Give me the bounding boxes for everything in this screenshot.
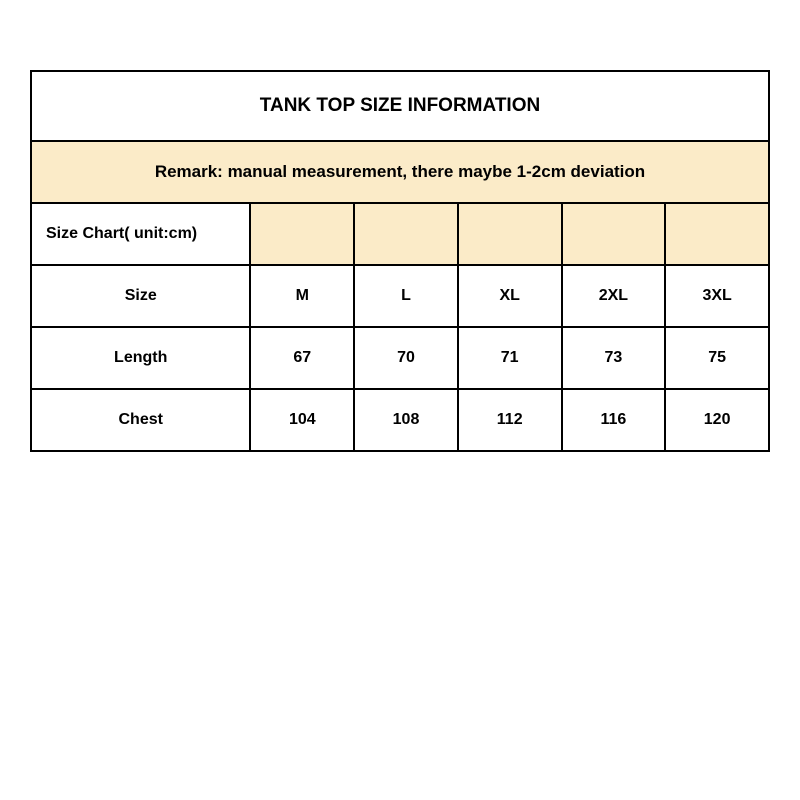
- unit-shaded-cell: [562, 203, 666, 265]
- size-col: 3XL: [665, 265, 769, 327]
- row-label: Chest: [31, 389, 250, 451]
- cell-value: 71: [458, 327, 562, 389]
- cell-value: 116: [562, 389, 666, 451]
- table-row: Length 67 70 71 73 75: [31, 327, 769, 389]
- cell-value: 108: [354, 389, 458, 451]
- size-header-row: Size M L XL 2XL 3XL: [31, 265, 769, 327]
- cell-value: 120: [665, 389, 769, 451]
- cell-value: 73: [562, 327, 666, 389]
- unit-row: Size Chart( unit:cm): [31, 203, 769, 265]
- cell-value: 67: [250, 327, 354, 389]
- unit-label: Size Chart( unit:cm): [31, 203, 250, 265]
- size-col: L: [354, 265, 458, 327]
- cell-value: 75: [665, 327, 769, 389]
- size-chart-table: TANK TOP SIZE INFORMATION Remark: manual…: [30, 70, 770, 452]
- cell-value: 70: [354, 327, 458, 389]
- size-col: XL: [458, 265, 562, 327]
- title-row: TANK TOP SIZE INFORMATION: [31, 71, 769, 141]
- unit-shaded-cell: [458, 203, 562, 265]
- remark-text: Remark: manual measurement, there maybe …: [31, 141, 769, 203]
- table-title: TANK TOP SIZE INFORMATION: [31, 71, 769, 141]
- size-col: 2XL: [562, 265, 666, 327]
- row-label: Length: [31, 327, 250, 389]
- unit-shaded-cell: [665, 203, 769, 265]
- size-col: M: [250, 265, 354, 327]
- table-row: Chest 104 108 112 116 120: [31, 389, 769, 451]
- unit-shaded-cell: [250, 203, 354, 265]
- remark-row: Remark: manual measurement, there maybe …: [31, 141, 769, 203]
- cell-value: 104: [250, 389, 354, 451]
- cell-value: 112: [458, 389, 562, 451]
- unit-shaded-cell: [354, 203, 458, 265]
- size-label: Size: [31, 265, 250, 327]
